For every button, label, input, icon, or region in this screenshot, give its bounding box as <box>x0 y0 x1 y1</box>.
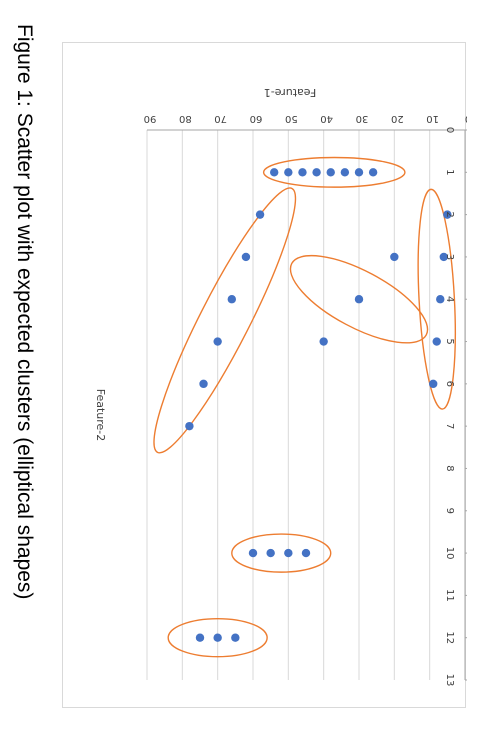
x-tick-label: 11 <box>444 589 455 602</box>
data-point <box>436 295 445 304</box>
data-point <box>443 210 452 219</box>
y-tick-label: 50 <box>285 113 298 124</box>
data-point <box>248 548 258 558</box>
scatter-chart: Feature-1 Feature-2 0 10 20 30 40 50 60 70 80 90 0… <box>94 86 471 687</box>
cluster-ellipse <box>262 156 406 188</box>
figure-caption-box: Figure 1: Scatter plot with expected clu… <box>4 8 44 748</box>
data-point <box>227 295 236 304</box>
data-point <box>354 295 364 304</box>
cluster-ellipses <box>153 156 456 658</box>
y-tick-label: 80 <box>179 113 192 124</box>
data-point <box>231 633 240 642</box>
x-tick-label: 9 <box>444 508 455 514</box>
data-point <box>199 379 208 389</box>
data-points <box>185 168 452 642</box>
y-tick-label: 70 <box>214 113 227 124</box>
data-point <box>270 168 279 177</box>
data-point <box>390 252 399 262</box>
data-point <box>326 168 335 177</box>
data-point <box>319 337 328 346</box>
x-tick-label: 1 <box>444 169 455 175</box>
data-point <box>241 252 251 262</box>
x-tick-label: 13 <box>444 674 455 687</box>
x-tick-label: 6 <box>444 381 455 387</box>
cluster-ellipse <box>417 188 456 410</box>
y-tick-label: 40 <box>320 113 333 124</box>
data-point <box>255 210 265 219</box>
x-tick-label: 10 <box>444 547 455 560</box>
data-point <box>432 337 441 346</box>
x-tick-label: 5 <box>444 338 455 344</box>
data-point <box>340 168 350 177</box>
data-point <box>439 252 448 262</box>
x-axis-title: Feature-2 <box>94 389 107 442</box>
data-point <box>354 168 364 177</box>
x-tick-label: 7 <box>444 423 455 429</box>
y-tick-label: 20 <box>391 113 404 124</box>
x-tick-label: 8 <box>444 465 455 471</box>
x-tick-label: 0 <box>444 127 455 133</box>
y-tick-label: 60 <box>250 113 263 124</box>
y-tick-label: 90 <box>144 113 157 124</box>
gridlines <box>146 130 431 680</box>
x-tick-label: 2 <box>444 211 455 217</box>
y-tick-label: 10 <box>426 113 439 124</box>
y-axis-title: Feature-1 <box>264 86 317 99</box>
y-tick-label: 0 <box>465 113 467 124</box>
x-tick-label: 4 <box>444 296 455 302</box>
cluster-ellipse <box>289 254 429 344</box>
data-point <box>284 548 293 558</box>
data-point <box>213 633 222 642</box>
axes <box>147 129 469 681</box>
chart-frame: Feature-1 Feature-2 0 10 20 30 40 50 60 70 80 90 0… <box>62 42 471 708</box>
cluster-ellipse <box>231 533 332 573</box>
cluster-ellipse <box>167 617 268 658</box>
data-point <box>284 168 293 177</box>
data-point <box>213 337 222 346</box>
axis-labels: Feature-1 Feature-2 0 10 20 30 40 50 60 70 80 90 0… <box>94 86 471 687</box>
y-tick-label: 30 <box>356 113 369 124</box>
data-point <box>185 421 194 431</box>
data-point <box>368 168 378 177</box>
data-point <box>429 379 438 389</box>
data-point <box>301 548 311 558</box>
cluster-ellipse <box>153 187 297 454</box>
x-tick-label: 12 <box>444 631 455 644</box>
data-point <box>312 168 321 177</box>
data-point <box>298 168 307 177</box>
data-point <box>195 633 205 642</box>
data-point <box>266 548 275 558</box>
x-tick-label: 3 <box>444 254 455 260</box>
figure-caption: Figure 1: Scatter plot with expected clu… <box>13 24 36 600</box>
